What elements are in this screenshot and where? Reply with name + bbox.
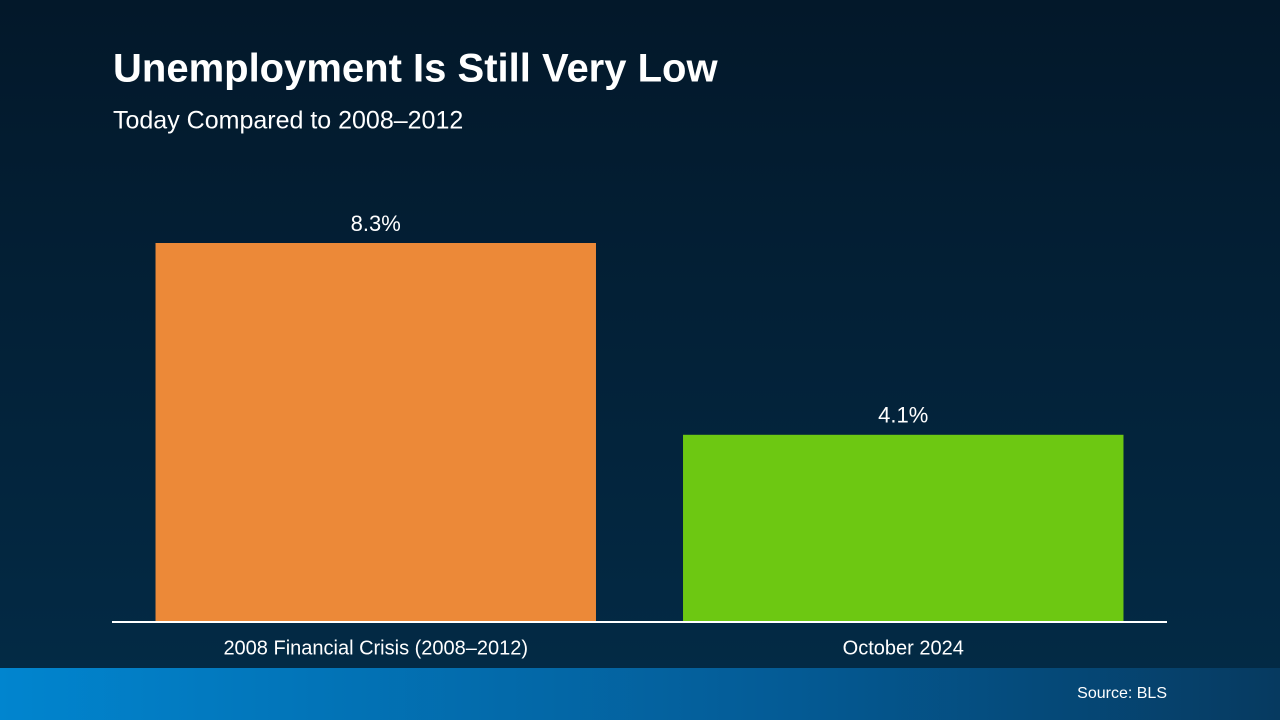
chart-subtitle: Today Compared to 2008–2012 <box>113 107 463 135</box>
bar <box>683 434 1124 622</box>
source-note: Source: BLS <box>1077 685 1167 702</box>
x-tick-label: 2008 Financial Crisis (2008–2012) <box>223 637 528 659</box>
footer-band <box>0 668 1280 720</box>
x-tick-label: October 2024 <box>843 637 964 659</box>
value-label: 8.3% <box>351 211 401 236</box>
bar <box>155 243 596 622</box>
plot-area: 2008 Financial Crisis (2008–2012) 8.3% Oct… <box>155 211 1124 659</box>
chart-title: Unemployment Is Still Very Low <box>113 47 718 91</box>
value-label: 4.1% <box>878 403 928 428</box>
